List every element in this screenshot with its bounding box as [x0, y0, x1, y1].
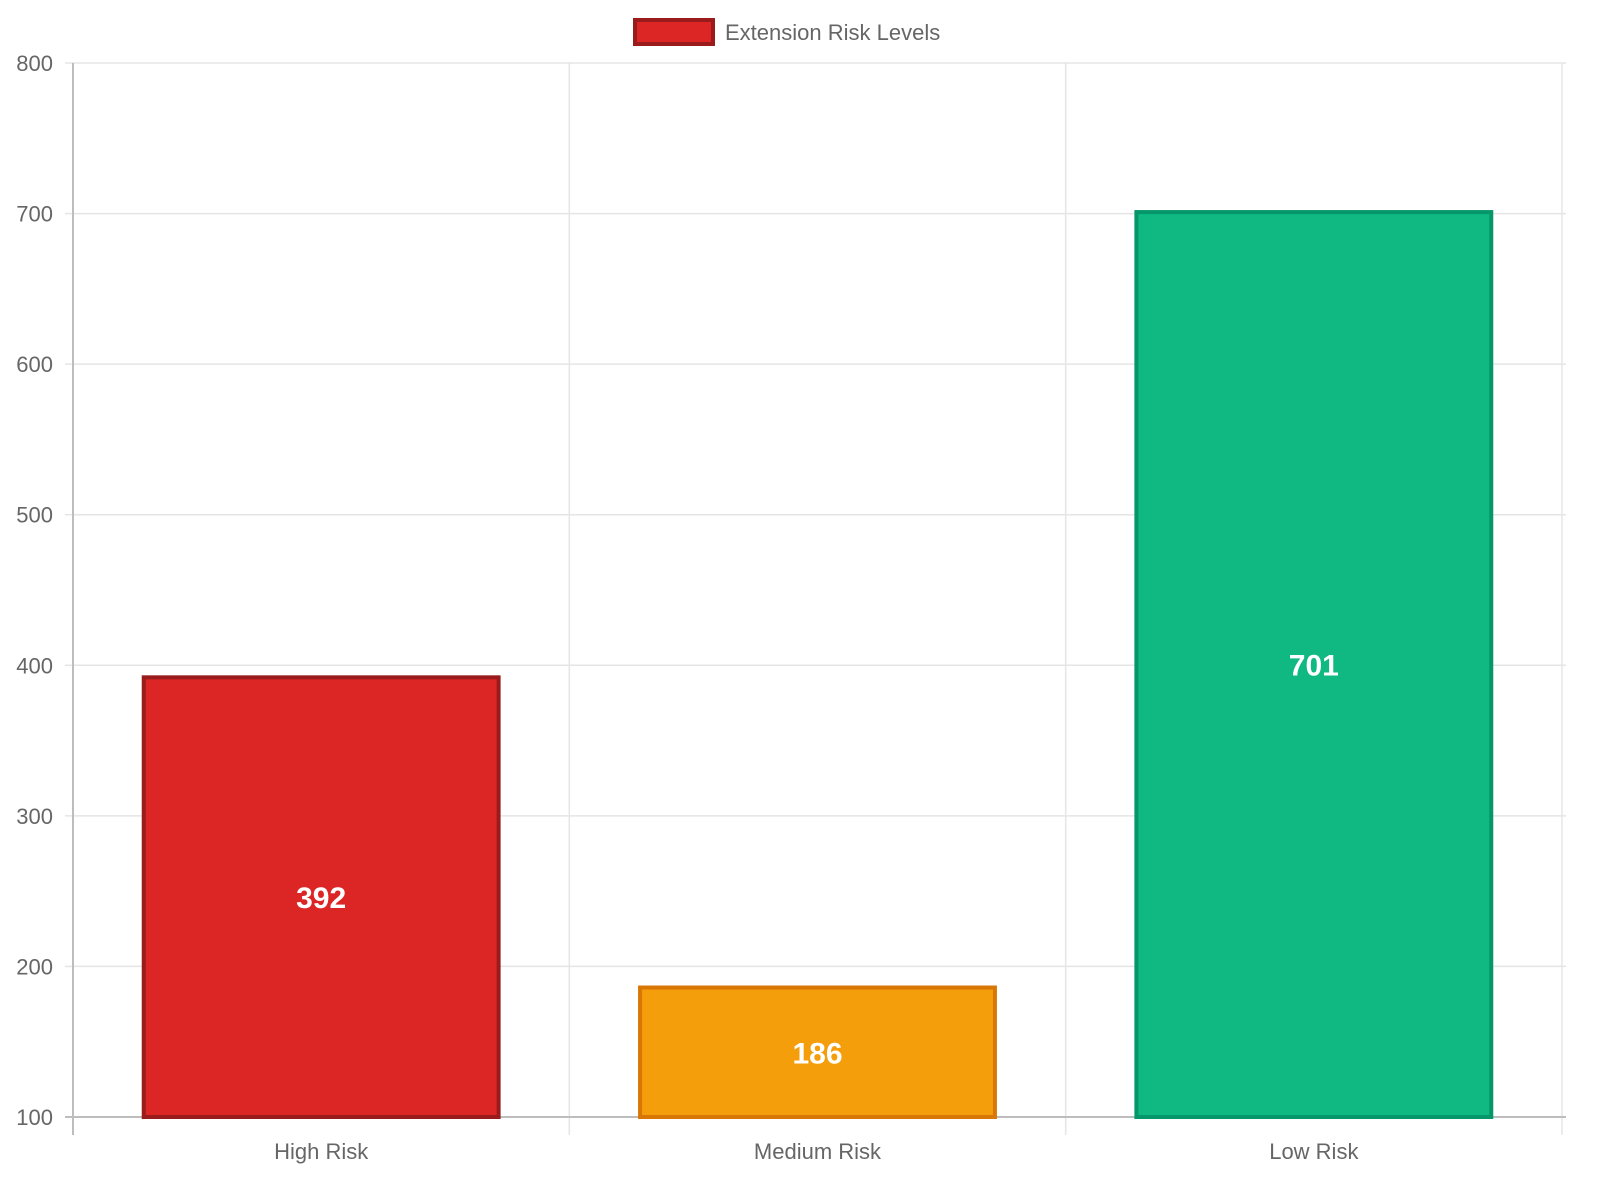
y-tick-label: 200	[16, 954, 53, 979]
y-tick-label: 500	[16, 503, 53, 528]
bar-value-label: 392	[296, 882, 346, 915]
legend-label[interactable]: Extension Risk Levels	[725, 20, 940, 45]
y-tick-label: 700	[16, 202, 53, 227]
y-tick-label: 800	[16, 51, 53, 76]
x-tick-label: High Risk	[274, 1139, 369, 1164]
x-tick-label: Low Risk	[1269, 1139, 1359, 1164]
y-tick-label: 100	[16, 1105, 53, 1130]
tick-labels: 100 200 300 400 500 600 700 800 High Risk Medium …	[16, 51, 1359, 1164]
bars	[141, 210, 1494, 1119]
y-tick-label: 400	[16, 653, 53, 678]
y-tick-label: 300	[16, 804, 53, 829]
bar-medium-risk[interactable]	[638, 985, 997, 1119]
y-tick-label: 600	[16, 352, 53, 377]
bar-value-label: 186	[792, 1037, 842, 1070]
bar-high-risk[interactable]	[141, 675, 501, 1119]
legend-swatch[interactable]	[633, 18, 715, 46]
bar-value-label: 701	[1289, 650, 1339, 683]
bar-low-risk[interactable]	[1134, 210, 1494, 1119]
data-labels: 392 186 701	[296, 650, 1339, 1071]
x-tick-label: Medium Risk	[754, 1139, 882, 1164]
legend[interactable]: Extension Risk Levels	[633, 18, 940, 46]
